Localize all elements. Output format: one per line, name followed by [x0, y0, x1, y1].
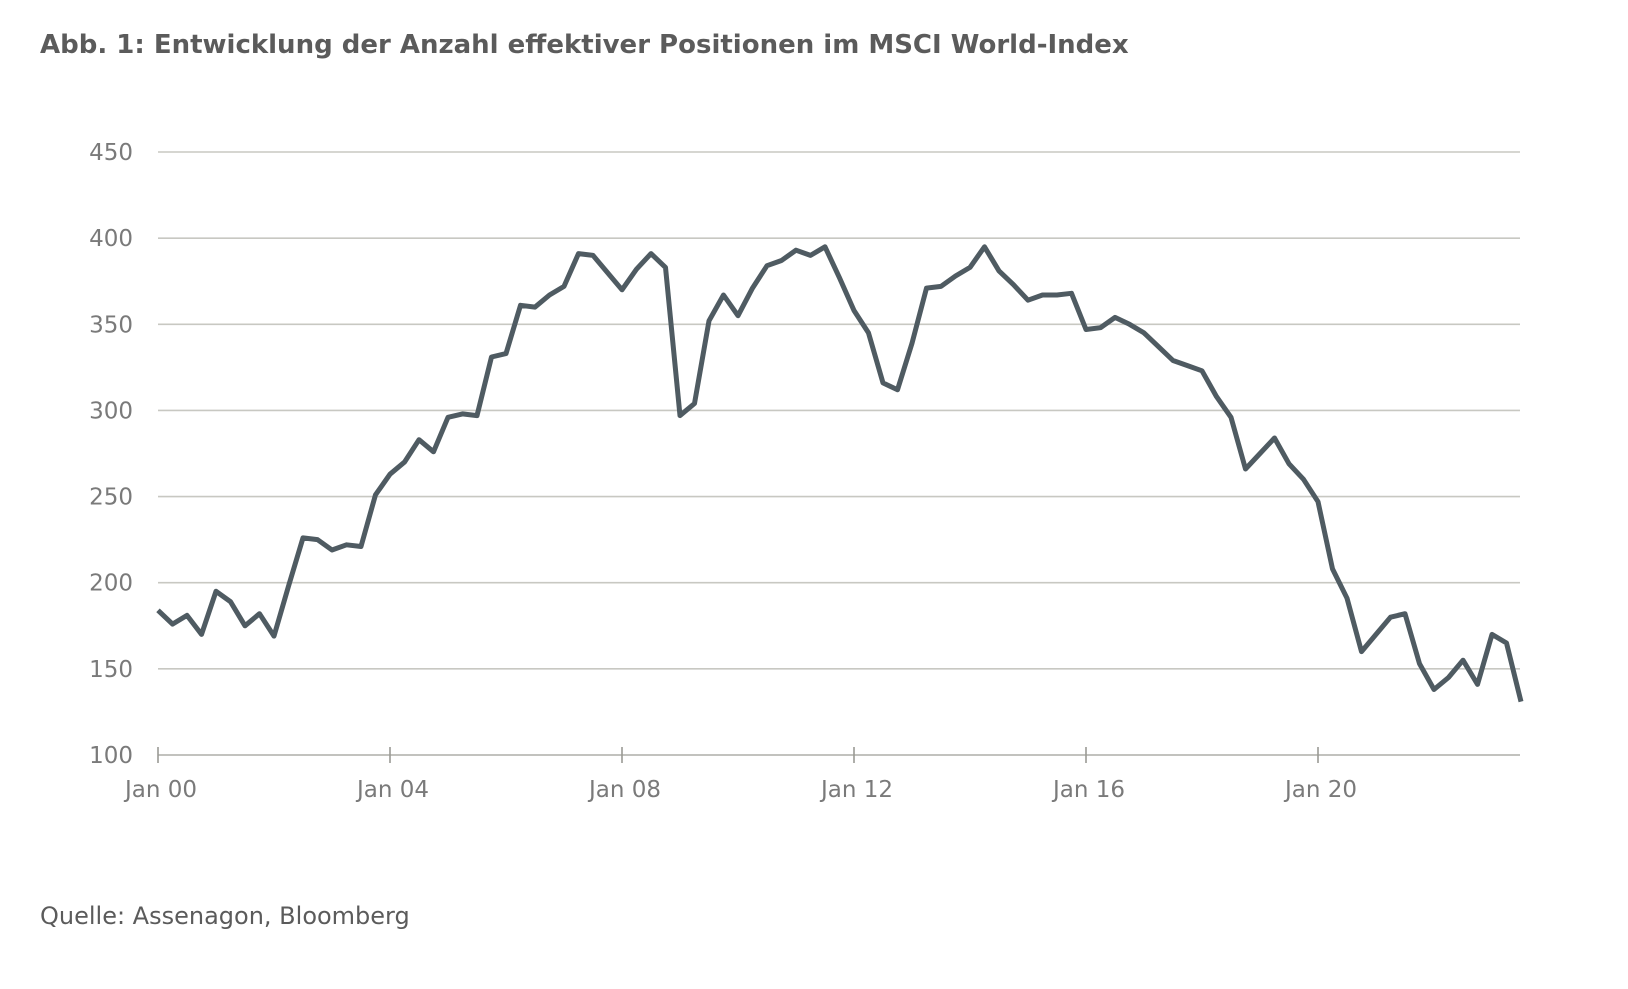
gridlines [158, 151, 1520, 756]
x-tick-label: Jan 00 [123, 777, 197, 803]
y-tick-label: 300 [89, 398, 133, 424]
y-tick-label: 250 [89, 485, 133, 511]
y-tick-label: 450 [89, 140, 133, 166]
x-tick-label: Jan 16 [1051, 777, 1125, 803]
series-line-0 [156, 244, 1524, 703]
x-axis: Jan 00 Jan 04 Jan 08 Jan 12 Jan 16 Jan 20 [123, 747, 1520, 803]
y-tick-label: 100 [89, 743, 133, 769]
y-tick-label: 350 [89, 312, 133, 338]
y-tick-label: 200 [89, 571, 133, 597]
x-tick-label: Jan 04 [355, 777, 429, 803]
chart-title: Abb. 1: Entwicklung der Anzahl effektive… [40, 30, 1129, 60]
y-tick-label: 150 [89, 657, 133, 683]
x-tick-label: Jan 08 [587, 777, 661, 803]
x-tick-label: Jan 12 [819, 777, 893, 803]
y-tick-label: 400 [89, 226, 133, 252]
series-group [156, 244, 1524, 703]
y-axis: 100 150 200 250 300 350 400 450 [89, 140, 133, 769]
source-note: Quelle: Assenagon, Bloomberg [40, 902, 410, 930]
x-tick-label: Jan 20 [1283, 777, 1357, 803]
